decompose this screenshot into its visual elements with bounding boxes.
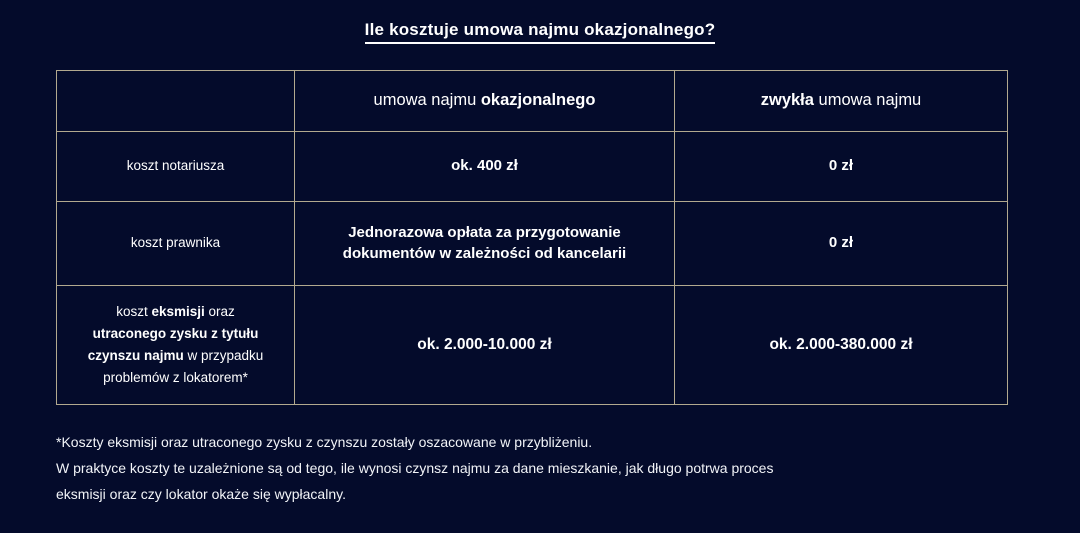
row-prawnik-okazjonalna-value: Jednorazowa opłata za przygotowanie doku… <box>294 201 675 286</box>
row-notariusz-okazjonalna-value: ok. 400 zł <box>294 131 675 202</box>
row-eksmisja-label-line3-bold: czynszu najmu <box>87 348 184 363</box>
row-eksmisja-label-line1-pre: koszt <box>116 304 152 320</box>
header-cell-blank <box>56 70 295 132</box>
row-eksmisja-okazjonalna-value: ok. 2.000-10.000 zł <box>294 285 675 405</box>
table-row: koszt notariusza ok. 400 zł 0 zł <box>56 131 1008 202</box>
footnote-line-3: eksmisji oraz czy lokator okaże się wypł… <box>56 485 346 502</box>
header-cell-okazjonalna: umowa najmu okazjonalnego <box>294 70 675 132</box>
header-cell-zwykla: zwykła umowa najmu <box>674 70 1008 132</box>
header-zwykla-suffix: umowa najmu <box>813 91 922 110</box>
row-prawnik-zwykla-value: 0 zł <box>674 201 1008 286</box>
footnote-line-1: *Koszty eksmisji oraz utraconego zysku z… <box>56 434 593 450</box>
footnote: *Koszty eksmisji oraz utraconego zysku z… <box>56 430 996 508</box>
page-title: Ile kosztuje umowa najmu okazjonalnego? <box>364 20 716 45</box>
row-eksmisja-label-line1-bold: eksmisji <box>151 304 205 320</box>
row-prawnik-value-line2: dokumentów w zależności od kancelarii <box>342 244 627 262</box>
row-prawnik-value-line1: Jednorazowa opłata za przygotowanie <box>348 224 621 242</box>
header-zwykla-bold: zwykła <box>760 91 814 110</box>
row-eksmisja-label: koszt eksmisji oraz utraconego zysku z t… <box>56 285 295 405</box>
table-row: koszt prawnika Jednorazowa opłata za prz… <box>56 201 1008 286</box>
row-notariusz-label: koszt notariusza <box>56 131 295 202</box>
row-notariusz-zwykla-value: 0 zł <box>674 131 1008 202</box>
row-prawnik-label: koszt prawnika <box>56 201 295 286</box>
footnote-line-2: W praktyce koszty te uzależnione są od t… <box>56 459 774 476</box>
row-eksmisja-label-line4: problemów z lokatorem* <box>103 369 248 385</box>
row-eksmisja-label-line2-bold: utraconego zysku z tytułu <box>92 326 259 342</box>
row-eksmisja-label-line1-post: oraz <box>204 304 235 320</box>
table-row: koszt eksmisji oraz utraconego zysku z t… <box>56 285 1008 405</box>
page-title-container: Ile kosztuje umowa najmu okazjonalnego? <box>0 20 1080 45</box>
row-eksmisja-label-line3-post: w przypadku <box>183 348 264 363</box>
table-header-row: umowa najmu okazjonalnego zwykła umowa n… <box>56 70 1008 132</box>
row-eksmisja-zwykla-value: ok. 2.000-380.000 zł <box>674 285 1008 405</box>
cost-comparison-table: umowa najmu okazjonalnego zwykła umowa n… <box>56 70 1008 405</box>
header-okazjonalna-bold: okazjonalnego <box>480 91 596 110</box>
header-okazjonalna-prefix: umowa najmu <box>373 91 481 110</box>
